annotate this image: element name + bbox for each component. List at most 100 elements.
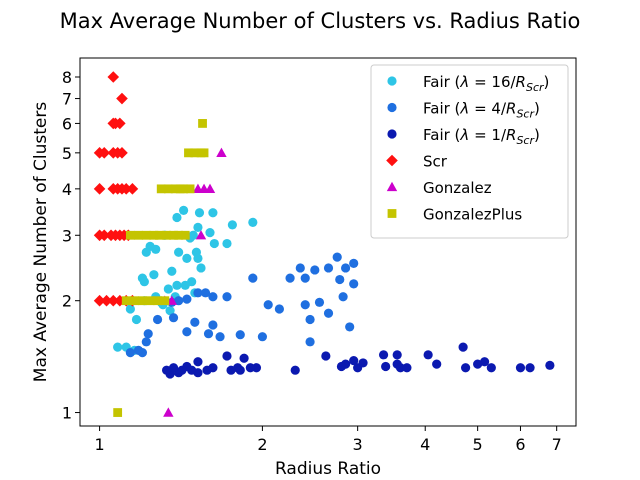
data-point — [208, 208, 218, 218]
data-point — [165, 306, 175, 316]
data-point — [93, 294, 106, 307]
data-point — [208, 292, 218, 302]
data-point — [216, 147, 227, 158]
y-tick-label: 1 — [62, 404, 72, 423]
data-point — [423, 350, 433, 360]
data-point — [93, 183, 106, 195]
legend-label: Fair (λ = 4/RScr) — [423, 100, 540, 121]
series-1 — [125, 252, 359, 358]
data-point — [235, 330, 245, 340]
data-point — [395, 363, 406, 373]
data-point — [126, 183, 139, 195]
data-point — [182, 253, 192, 263]
data-point — [208, 320, 218, 330]
data-point — [149, 230, 159, 240]
data-point — [378, 350, 389, 360]
data-point — [193, 222, 203, 232]
x-axis: 1 2 3 4 5 6 7 — [94, 426, 562, 454]
data-point — [161, 365, 172, 375]
data-point — [107, 294, 120, 307]
legend-label: Scr — [423, 153, 448, 171]
x-tick-label: 5 — [473, 435, 483, 454]
data-point — [323, 308, 334, 318]
data-point — [116, 147, 128, 159]
data-point — [184, 148, 193, 158]
data-point — [160, 296, 170, 306]
data-point — [402, 363, 412, 373]
data-point — [305, 337, 315, 347]
data-point — [222, 351, 232, 361]
legend-label: GonzalezPlus — [423, 206, 522, 224]
data-point — [133, 345, 144, 355]
data-point — [545, 360, 555, 370]
x-tick-label: 2 — [257, 435, 267, 454]
legend-box — [370, 64, 569, 239]
legend-marker — [386, 154, 398, 167]
data-point — [486, 363, 496, 373]
y-tick-label: 7 — [62, 90, 72, 109]
data-point — [163, 407, 174, 417]
y-tick-label: 3 — [62, 226, 72, 245]
data-point — [141, 337, 151, 347]
data-point — [155, 230, 164, 240]
data-point — [321, 351, 331, 361]
data-point — [174, 247, 184, 257]
data-point — [131, 314, 142, 325]
data-point — [300, 300, 310, 310]
data-point — [349, 279, 359, 289]
data-point — [338, 292, 348, 302]
chart-title: Max Average Number of Clusters vs. Radiu… — [60, 9, 581, 33]
y-tick-label: 8 — [62, 68, 72, 87]
y-tick-label: 4 — [62, 180, 72, 199]
x-tick-label: 7 — [552, 435, 562, 454]
data-point — [98, 229, 111, 242]
data-point — [172, 212, 182, 223]
data-point — [141, 247, 151, 257]
y-axis: 1 2 3 4 5 6 7 8 — [62, 68, 80, 423]
data-point — [209, 238, 219, 249]
data-point — [200, 288, 211, 298]
data-point — [151, 244, 161, 254]
legend-marker — [387, 102, 397, 113]
data-point — [100, 294, 113, 307]
data-point — [525, 363, 535, 373]
data-point — [193, 357, 203, 367]
data-point — [174, 230, 184, 240]
legend-label: Fair (λ = 16/RScr) — [423, 73, 549, 94]
legend-marker — [387, 209, 397, 218]
data-point — [193, 368, 203, 378]
data-point — [290, 365, 300, 375]
data-point — [141, 230, 151, 240]
data-point — [227, 220, 237, 230]
legend-marker — [387, 129, 397, 139]
plot-area-frame — [79, 57, 577, 427]
data-point — [98, 147, 111, 159]
data-point — [479, 357, 490, 367]
data-point — [162, 230, 171, 240]
data-point — [392, 350, 402, 360]
data-point — [295, 263, 305, 273]
y-tick-label: 6 — [62, 114, 72, 133]
x-tick-label: 4 — [420, 435, 430, 454]
data-point — [166, 295, 178, 305]
data-point — [310, 265, 320, 275]
data-point — [285, 273, 295, 283]
data-point — [190, 148, 200, 158]
x-tick-label: 1 — [94, 435, 104, 454]
data-point — [153, 296, 162, 306]
legend: Fair (λ = 16/RScr) Fair (λ = 4/RScr) Fair … — [370, 64, 569, 239]
data-point — [194, 208, 205, 218]
data-point — [196, 263, 206, 273]
series-5 — [113, 119, 209, 417]
data-point — [341, 359, 351, 369]
data-point — [190, 317, 200, 327]
data-point — [323, 263, 334, 273]
data-point — [163, 284, 173, 294]
data-point — [248, 217, 258, 227]
data-point — [193, 288, 203, 298]
data-point — [460, 363, 471, 373]
data-point — [172, 280, 182, 290]
data-point — [432, 359, 442, 369]
data-point — [335, 274, 345, 285]
data-point — [180, 280, 190, 290]
